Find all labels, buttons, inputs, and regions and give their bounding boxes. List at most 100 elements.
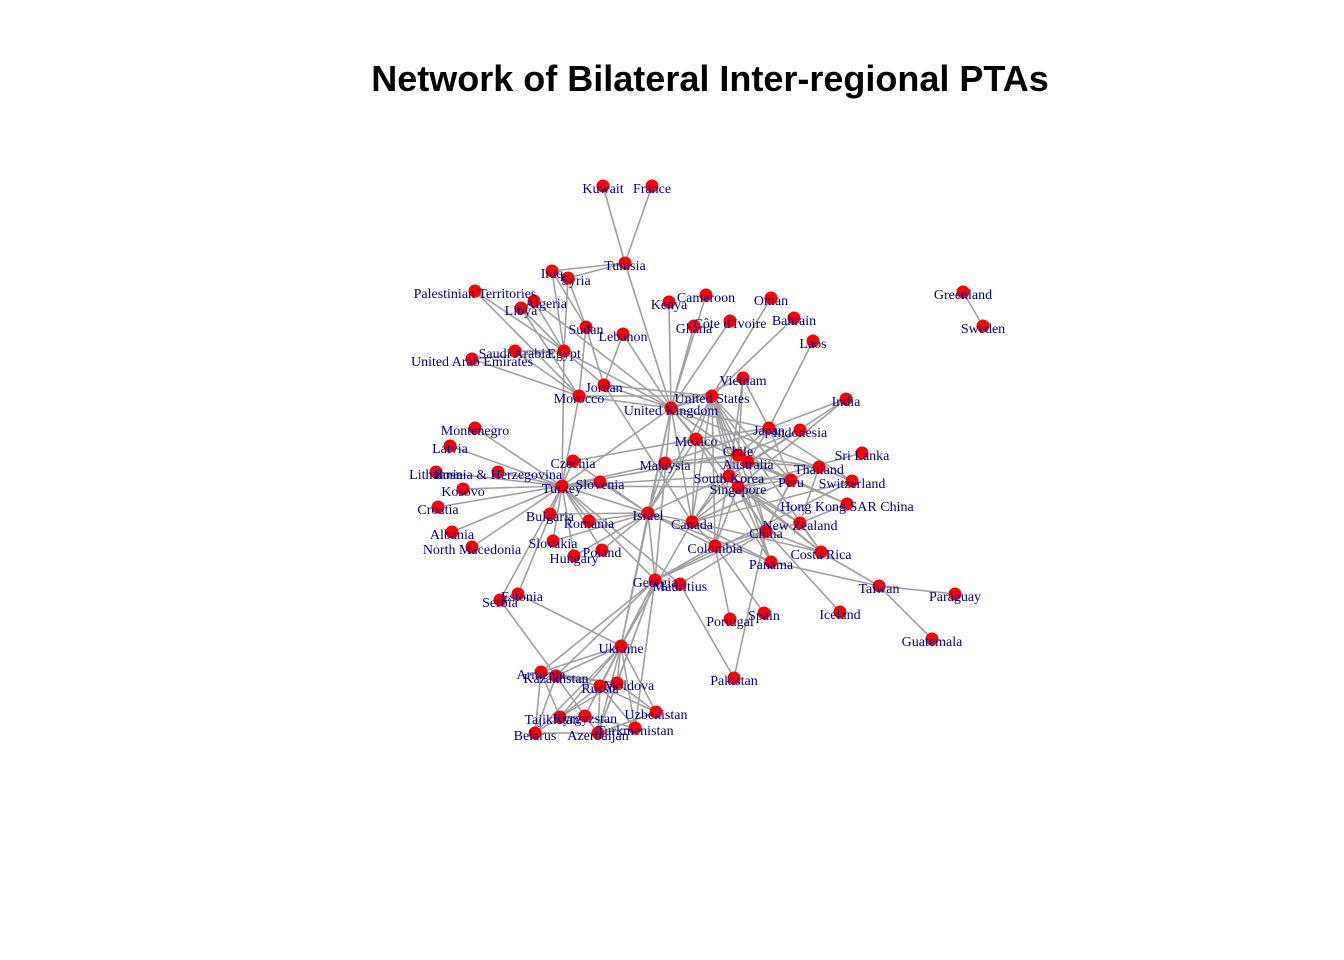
node-lebanon [616, 327, 630, 341]
node-belarus [528, 726, 542, 740]
node-sri-lanka [855, 446, 869, 460]
node-label-united-arab-emirates: United Arab Emirates [411, 355, 533, 370]
node-label-kazakhstan: Kazakhstan [523, 672, 588, 687]
edge-taiwan--guatemala [878, 585, 933, 640]
node-label-mexico: Mexico [675, 435, 718, 450]
node-label-cameroon: Cameroon [677, 291, 735, 306]
node-lithuania [429, 465, 443, 479]
edge-uzbekistan--azerbaijan [597, 711, 657, 734]
node-taiwan [872, 579, 886, 593]
node-saudi-arabia [508, 344, 522, 358]
node-label-albania: Albania [430, 528, 475, 543]
edge-czechia--mexico [572, 438, 697, 462]
edge-bahrain--united-states [711, 317, 795, 397]
node-label-azerbaijan: Azerbaijan [567, 729, 628, 744]
node-label-chile: Chile [723, 445, 753, 460]
edge-moldova--azerbaijan [597, 682, 618, 734]
node-portugal [723, 612, 737, 626]
node-algeria [527, 294, 541, 308]
node-morocco [572, 389, 586, 403]
node-slovenia [593, 475, 607, 489]
edge-palestinian-territories--egypt [474, 290, 565, 352]
edge-iraq--egypt [551, 270, 565, 352]
edge-south-korea--peru [728, 475, 792, 481]
edge-france--tunisia [624, 185, 653, 264]
node-label-bosnia-herzegovina: Bosnia & Herzegovina [434, 468, 563, 483]
edge-indonesia--south-korea [728, 429, 801, 477]
edge-malaysia--chile [664, 454, 739, 464]
node-turkmenistan [628, 721, 642, 735]
edge-morocco--united-kingdom [578, 395, 672, 409]
node-label-uzbekistan: Uzbekistan [625, 708, 688, 723]
node-syria [561, 271, 575, 285]
edge-vietnam--chile [737, 377, 744, 456]
node-egypt [557, 344, 571, 358]
node-label-czechia: Czechia [550, 457, 596, 472]
node-label-sudan: Sudan [569, 323, 604, 338]
node-label-algeria: Algeria [525, 297, 568, 312]
node-bulgaria [543, 507, 557, 521]
node-label-moldova: Moldova [604, 679, 655, 694]
edge-singapore--peru [737, 479, 792, 488]
edge-canada--peru [691, 479, 792, 523]
node-bahrain [787, 311, 801, 325]
edge-united-kingdom--georgia [654, 407, 672, 581]
edge-kyrgyzstan--turkmenistan [584, 715, 636, 729]
edge-moldova--tajikistan [559, 682, 618, 718]
chart-title: Network of Bilateral Inter-regional PTAs [371, 58, 1049, 99]
edge-ukraine--armenia [540, 645, 622, 673]
edge-singapore--china [737, 486, 767, 532]
node-label-japan: Japan [753, 424, 785, 439]
edge-laos--japan [768, 340, 814, 429]
edge-lebanon--united-kingdom [622, 333, 672, 409]
node-c-te-d-ivoire [723, 314, 737, 328]
node-label-poland: Poland [583, 546, 622, 561]
edge-poland--israel [601, 512, 649, 551]
node-label-belarus: Belarus [514, 729, 557, 744]
node-pakistan [727, 671, 741, 685]
edge-turkey--georgia [561, 485, 656, 581]
edge-tunisia--syria [567, 262, 626, 279]
edge-japan--chile [737, 427, 770, 456]
edge-sudan--morocco [578, 326, 587, 397]
edge-hungary--israel [573, 512, 649, 557]
node-label-croatia: Croatia [417, 503, 459, 518]
edge-australia--china [747, 461, 767, 532]
edge-russia--tajikistan [559, 685, 601, 718]
node-label-tunisia: Tunisia [604, 259, 646, 274]
edge-japan--malaysia [664, 427, 770, 464]
node-label-bahrain: Bahrain [772, 314, 816, 329]
node-label-morocco: Morocco [554, 392, 605, 407]
node-label-turkey: Turkey [542, 482, 582, 497]
edge-jordan--united-states [603, 384, 713, 397]
edge-georgia--kazakhstan [555, 579, 656, 677]
edge-chile--china [737, 454, 767, 532]
node-label-sri-lanka: Sri Lanka [835, 449, 891, 464]
edge-slovakia--israel [552, 512, 649, 542]
node-label-israel: Israel [632, 509, 663, 524]
edge-moldova--uzbekistan [616, 682, 657, 713]
node-new-zealand [793, 516, 807, 530]
edge-australia--hong-kong-sar-china [747, 461, 848, 505]
edge-kazakhstan--belarus [534, 675, 557, 734]
edge-ukraine--kazakhstan [555, 645, 622, 677]
node-label-bulgaria: Bulgaria [526, 510, 575, 525]
node-label-libya: Libya [505, 304, 538, 319]
edge-singapore--costa-rica [737, 486, 822, 553]
edge-mexico--israel [647, 438, 697, 514]
node-iraq [545, 264, 559, 278]
node-kyrgyzstan [578, 709, 592, 723]
edge-estonia--ukraine [517, 593, 622, 647]
edge-ghana--united-kingdom [670, 325, 695, 409]
node-switzerland [845, 474, 859, 488]
node-label-kyrgyzstan: Kyrgyzstan [553, 712, 617, 727]
node-label-kuwait: Kuwait [582, 182, 623, 197]
edge-egypt--turkey [561, 350, 565, 487]
node-estonia [511, 587, 525, 601]
node-label-serbia: Serbia [482, 596, 519, 611]
edge-vietnam--japan [742, 377, 770, 429]
node-montenegro [468, 421, 482, 435]
edge-poland--turkey [561, 485, 603, 551]
node-laos [806, 334, 820, 348]
